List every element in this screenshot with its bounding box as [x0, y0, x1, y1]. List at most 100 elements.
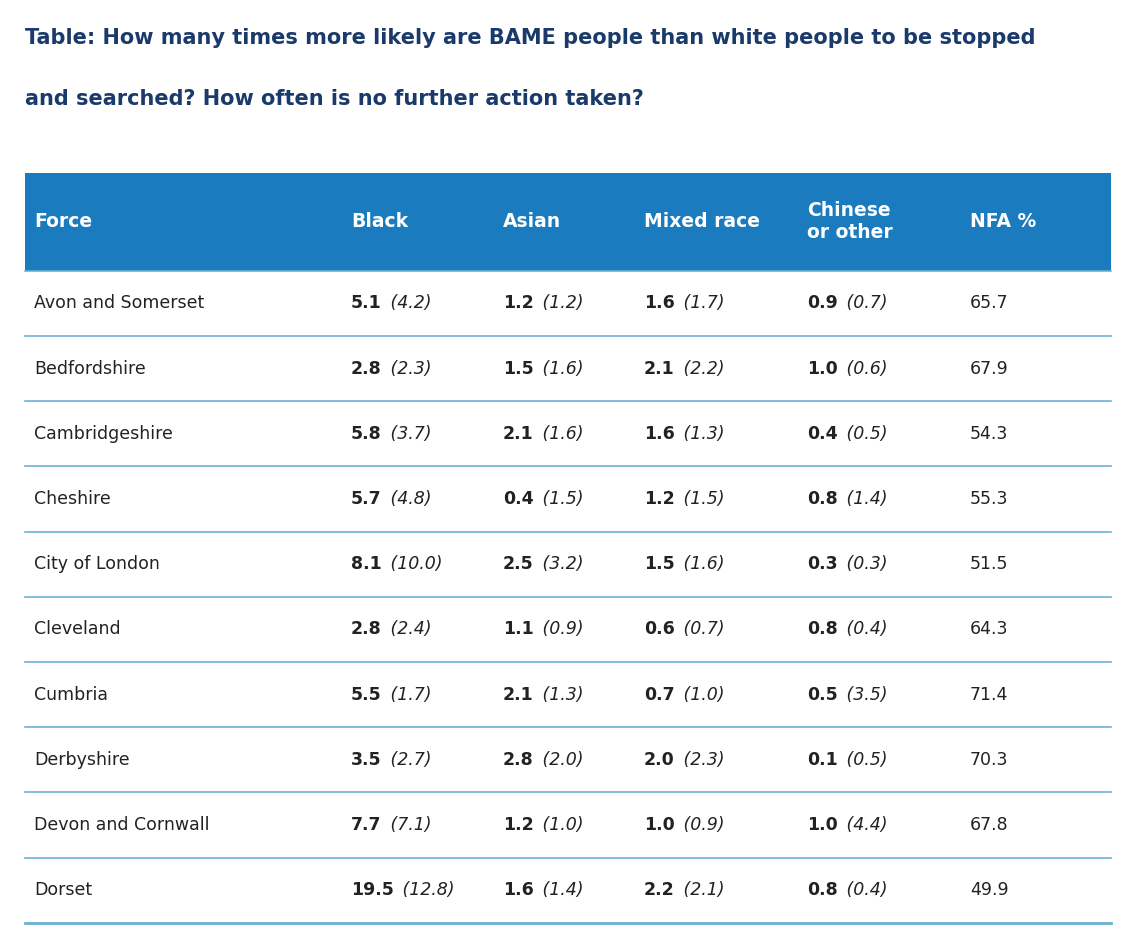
- Text: (2.2): (2.2): [678, 360, 725, 377]
- Text: 2.0: 2.0: [644, 751, 675, 769]
- Text: 65.7: 65.7: [970, 294, 1009, 313]
- Text: (1.0): (1.0): [537, 816, 584, 834]
- Text: (0.4): (0.4): [841, 881, 887, 899]
- Text: 1.0: 1.0: [807, 816, 837, 834]
- Text: (4.2): (4.2): [385, 294, 432, 313]
- Text: 1.1: 1.1: [503, 620, 534, 639]
- Text: Asian: Asian: [503, 212, 561, 232]
- Text: 1.0: 1.0: [807, 360, 837, 377]
- Text: 2.8: 2.8: [351, 620, 382, 639]
- Text: Black: Black: [351, 212, 408, 232]
- Text: Chinese
or other: Chinese or other: [807, 202, 893, 242]
- Text: and searched? How often is no further action taken?: and searched? How often is no further ac…: [25, 89, 644, 108]
- Text: Bedfordshire: Bedfordshire: [34, 360, 145, 377]
- Text: (1.3): (1.3): [537, 686, 584, 703]
- Text: 64.3: 64.3: [970, 620, 1009, 639]
- Text: (0.4): (0.4): [841, 620, 887, 639]
- Text: 71.4: 71.4: [970, 686, 1009, 703]
- Text: 5.5: 5.5: [351, 686, 382, 703]
- Text: (1.6): (1.6): [537, 360, 584, 377]
- Text: 1.5: 1.5: [644, 555, 675, 573]
- Text: 1.6: 1.6: [644, 425, 675, 443]
- Text: 54.3: 54.3: [970, 425, 1009, 443]
- Text: 51.5: 51.5: [970, 555, 1009, 573]
- Text: (1.7): (1.7): [385, 686, 432, 703]
- Text: 67.8: 67.8: [970, 816, 1009, 834]
- Text: 7.7: 7.7: [351, 816, 382, 834]
- Text: (1.5): (1.5): [678, 490, 725, 508]
- Text: 0.6: 0.6: [644, 620, 675, 639]
- Text: Cumbria: Cumbria: [34, 686, 108, 703]
- Text: (2.0): (2.0): [537, 751, 584, 769]
- Text: (3.2): (3.2): [537, 555, 584, 573]
- Text: 0.8: 0.8: [807, 490, 837, 508]
- Text: 0.7: 0.7: [644, 686, 675, 703]
- Text: (1.6): (1.6): [537, 425, 584, 443]
- Text: (2.7): (2.7): [385, 751, 432, 769]
- Text: Dorset: Dorset: [34, 881, 92, 899]
- Text: City of London: City of London: [34, 555, 160, 573]
- Text: 70.3: 70.3: [970, 751, 1009, 769]
- Text: 1.2: 1.2: [503, 294, 534, 313]
- Text: Force: Force: [34, 212, 92, 232]
- Text: (0.9): (0.9): [537, 620, 584, 639]
- Text: (12.8): (12.8): [398, 881, 454, 899]
- Text: 1.0: 1.0: [644, 816, 675, 834]
- Text: (0.7): (0.7): [841, 294, 887, 313]
- Text: 55.3: 55.3: [970, 490, 1009, 508]
- Text: (1.0): (1.0): [678, 686, 725, 703]
- Text: (2.4): (2.4): [385, 620, 432, 639]
- Text: Table: How many times more likely are BAME people than white people to be stoppe: Table: How many times more likely are BA…: [25, 28, 1036, 48]
- Text: (4.8): (4.8): [385, 490, 432, 508]
- Text: (2.3): (2.3): [385, 360, 432, 377]
- Text: 67.9: 67.9: [970, 360, 1009, 377]
- Text: 0.4: 0.4: [503, 490, 534, 508]
- Text: (2.3): (2.3): [678, 751, 725, 769]
- Text: Cleveland: Cleveland: [34, 620, 120, 639]
- Bar: [25, 173, 1111, 271]
- Text: 1.2: 1.2: [503, 816, 534, 834]
- Text: (0.5): (0.5): [841, 425, 887, 443]
- Text: 1.2: 1.2: [644, 490, 675, 508]
- Text: (0.9): (0.9): [678, 816, 725, 834]
- Text: (7.1): (7.1): [385, 816, 432, 834]
- Text: 3.5: 3.5: [351, 751, 382, 769]
- Text: 2.5: 2.5: [503, 555, 534, 573]
- Text: 1.6: 1.6: [644, 294, 675, 313]
- Text: 0.4: 0.4: [807, 425, 837, 443]
- Text: 2.1: 2.1: [503, 425, 534, 443]
- Text: 1.6: 1.6: [503, 881, 534, 899]
- Text: 5.7: 5.7: [351, 490, 382, 508]
- Text: Avon and Somerset: Avon and Somerset: [34, 294, 204, 313]
- Text: (1.7): (1.7): [678, 294, 725, 313]
- Text: (0.7): (0.7): [678, 620, 725, 639]
- Text: 0.3: 0.3: [807, 555, 837, 573]
- Text: 8.1: 8.1: [351, 555, 382, 573]
- Text: (1.4): (1.4): [841, 490, 887, 508]
- Text: (0.6): (0.6): [841, 360, 887, 377]
- Text: (4.4): (4.4): [841, 816, 887, 834]
- Text: NFA %: NFA %: [970, 212, 1036, 232]
- Text: 5.1: 5.1: [351, 294, 382, 313]
- Text: Mixed race: Mixed race: [644, 212, 760, 232]
- Text: 2.1: 2.1: [503, 686, 534, 703]
- Text: (10.0): (10.0): [385, 555, 442, 573]
- Text: 2.2: 2.2: [644, 881, 675, 899]
- Text: Cheshire: Cheshire: [34, 490, 111, 508]
- Text: Derbyshire: Derbyshire: [34, 751, 130, 769]
- Text: (3.7): (3.7): [385, 425, 432, 443]
- Text: 49.9: 49.9: [970, 881, 1009, 899]
- Text: Cambridgeshire: Cambridgeshire: [34, 425, 173, 443]
- Text: 0.8: 0.8: [807, 881, 837, 899]
- Text: 1.5: 1.5: [503, 360, 534, 377]
- Text: 0.5: 0.5: [807, 686, 837, 703]
- Text: 0.9: 0.9: [807, 294, 837, 313]
- Text: (0.3): (0.3): [841, 555, 887, 573]
- Text: Devon and Cornwall: Devon and Cornwall: [34, 816, 209, 834]
- Text: (1.3): (1.3): [678, 425, 725, 443]
- Text: (1.2): (1.2): [537, 294, 584, 313]
- Text: (1.5): (1.5): [537, 490, 584, 508]
- Text: (3.5): (3.5): [841, 686, 887, 703]
- Text: (2.1): (2.1): [678, 881, 725, 899]
- Text: 2.8: 2.8: [351, 360, 382, 377]
